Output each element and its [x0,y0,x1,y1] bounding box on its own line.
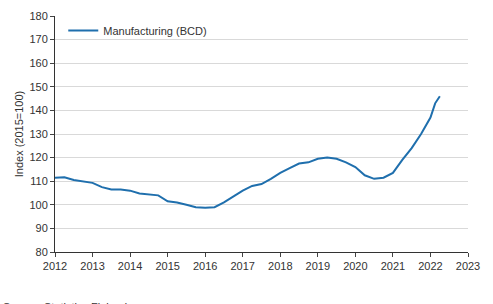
svg-text:2016: 2016 [193,260,217,272]
svg-text:160: 160 [29,57,47,69]
svg-text:Manufacturing (BCD): Manufacturing (BCD) [103,25,206,37]
svg-text:180: 180 [29,10,47,22]
svg-text:140: 140 [29,104,47,116]
svg-text:Index (2015=100): Index (2015=100) [13,91,25,178]
svg-text:2022: 2022 [418,260,442,272]
svg-text:2021: 2021 [381,260,405,272]
svg-text:2017: 2017 [230,260,254,272]
svg-text:2018: 2018 [268,260,292,272]
svg-text:120: 120 [29,151,47,163]
svg-text:2012: 2012 [43,260,67,272]
svg-text:2013: 2013 [80,260,104,272]
svg-text:150: 150 [29,81,47,93]
svg-text:Source: Statistics Finland: Source: Statistics Finland [3,301,127,304]
svg-text:2020: 2020 [343,260,367,272]
svg-text:110: 110 [30,175,48,187]
svg-text:2015: 2015 [155,260,179,272]
svg-text:2019: 2019 [306,260,330,272]
svg-text:170: 170 [29,33,47,45]
svg-text:2023: 2023 [456,260,480,272]
svg-text:100: 100 [29,199,47,211]
svg-text:130: 130 [29,128,47,140]
svg-text:90: 90 [36,222,48,234]
svg-text:2014: 2014 [118,260,142,272]
svg-text:80: 80 [36,246,48,258]
